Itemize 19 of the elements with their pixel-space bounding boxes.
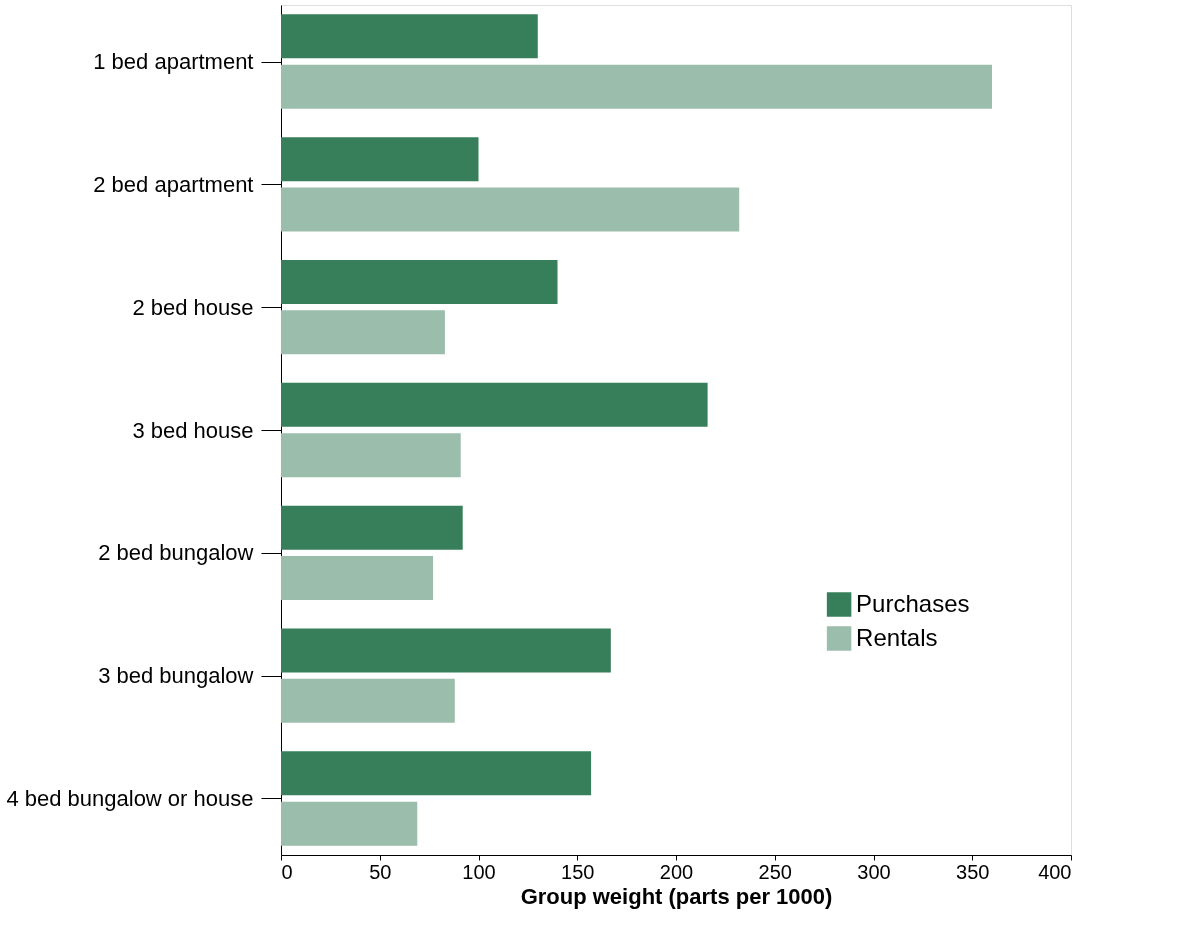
y-tick-label: 4 bed bungalow or house — [6, 786, 254, 811]
y-tick-label: 2 bed bungalow — [98, 540, 254, 566]
x-tick-label: 0 — [281, 860, 293, 883]
x-tick-label: 300 — [857, 860, 891, 883]
x-tick-label: 350 — [956, 860, 990, 883]
x-tick-label: 150 — [561, 860, 595, 883]
y-tick-label: 2 bed apartment — [93, 171, 254, 197]
y-tick-label: 2 bed house — [132, 294, 254, 320]
legend-label: Purchases — [856, 589, 970, 617]
x-axis-title: Group weight (parts per 1000) — [520, 883, 833, 909]
y-tick-label: 1 bed apartment — [93, 49, 254, 74]
x-tick-label: 250 — [758, 860, 792, 883]
x-tick-label: 50 — [369, 860, 392, 883]
x-tick-label: 100 — [462, 860, 496, 883]
y-tick-label: 3 bed bungalow — [98, 663, 254, 689]
x-tick-label: 200 — [659, 860, 694, 883]
y-tick-label: 3 bed house — [132, 417, 254, 443]
legend-label: Rentals — [856, 623, 938, 651]
x-tick-label: 400 — [1038, 860, 1072, 883]
